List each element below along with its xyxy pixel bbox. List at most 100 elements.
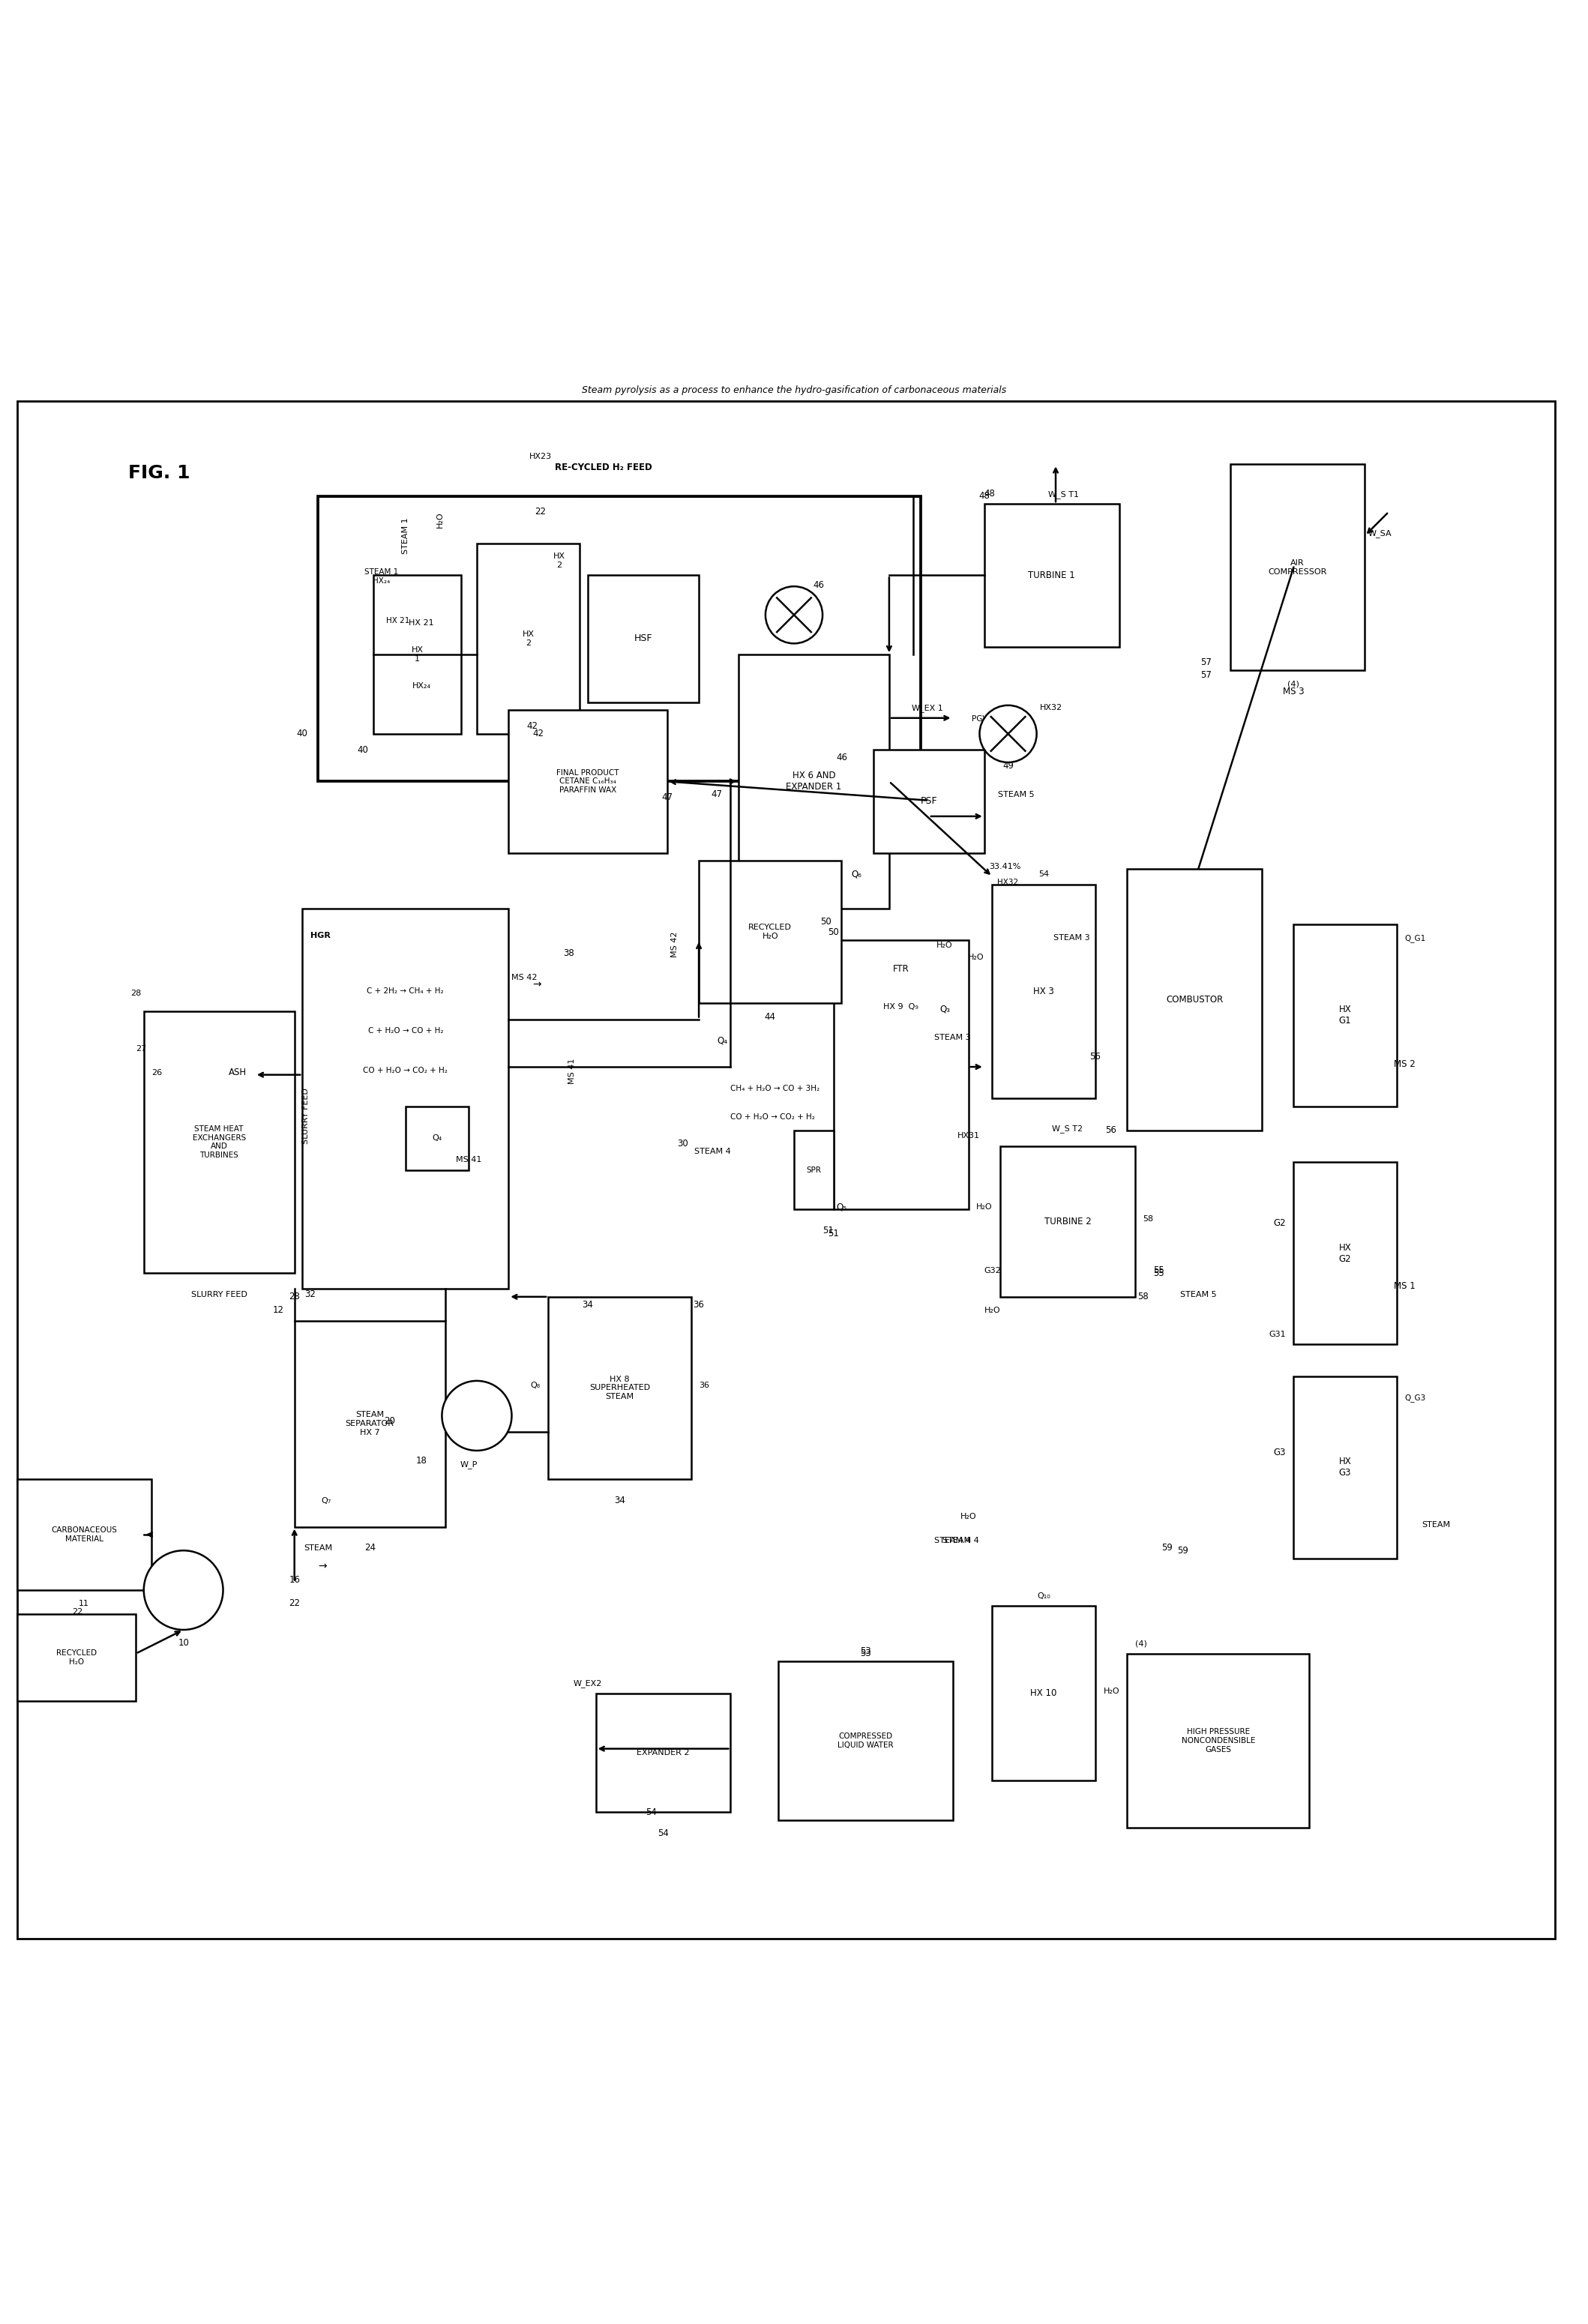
Text: Q₈: Q₈ <box>530 1383 540 1390</box>
FancyBboxPatch shape <box>17 1613 137 1701</box>
Text: W_P: W_P <box>461 1459 478 1469</box>
Text: W_EX2: W_EX2 <box>573 1680 602 1687</box>
Text: STEAM 1: STEAM 1 <box>402 518 410 553</box>
Text: 46: 46 <box>835 753 848 762</box>
FancyBboxPatch shape <box>992 1606 1096 1780</box>
Text: EXPANDER 2: EXPANDER 2 <box>637 1750 689 1757</box>
Text: 36: 36 <box>694 1299 705 1311</box>
Text: C + 2H₂ → CH₄ + H₂: C + 2H₂ → CH₄ + H₂ <box>367 988 445 995</box>
Text: MS 42: MS 42 <box>511 974 537 981</box>
Text: H₂O: H₂O <box>437 511 445 528</box>
Text: TURBINE 2: TURBINE 2 <box>1043 1215 1091 1227</box>
Text: H₂O: H₂O <box>961 1513 977 1520</box>
Text: W_SA: W_SA <box>1369 530 1391 537</box>
Text: 55: 55 <box>1153 1269 1164 1278</box>
Text: CH₄ + H₂O → CO + 3H₂: CH₄ + H₂O → CO + 3H₂ <box>730 1085 819 1092</box>
Text: 16: 16 <box>289 1576 300 1585</box>
Text: HX 10: HX 10 <box>1031 1687 1058 1699</box>
FancyBboxPatch shape <box>476 544 580 734</box>
Text: W_S T1: W_S T1 <box>1048 490 1078 497</box>
Text: 58: 58 <box>1143 1215 1153 1222</box>
Text: H₂O: H₂O <box>985 1306 1000 1313</box>
FancyBboxPatch shape <box>794 1129 834 1208</box>
Text: HX 6 AND
EXPANDER 1: HX 6 AND EXPANDER 1 <box>786 772 842 792</box>
FancyBboxPatch shape <box>405 1106 468 1169</box>
Text: 22: 22 <box>71 1608 83 1615</box>
FancyBboxPatch shape <box>985 504 1120 646</box>
Text: H₂O: H₂O <box>1104 1687 1120 1694</box>
Text: HX 21: HX 21 <box>386 616 410 625</box>
Text: CARBONACEOUS
MATERIAL: CARBONACEOUS MATERIAL <box>51 1527 118 1543</box>
Text: W_S T2: W_S T2 <box>1053 1125 1083 1132</box>
Text: 53: 53 <box>859 1645 870 1655</box>
Circle shape <box>980 704 1037 762</box>
Text: AIR
COMPRESSOR: AIR COMPRESSOR <box>1269 560 1328 576</box>
FancyBboxPatch shape <box>318 495 921 781</box>
Circle shape <box>441 1380 511 1450</box>
Text: H₂O: H₂O <box>969 953 985 962</box>
Text: STEAM
SEPARATOR
HX 7: STEAM SEPARATOR HX 7 <box>346 1411 394 1436</box>
FancyBboxPatch shape <box>834 939 969 1208</box>
Text: 11: 11 <box>78 1599 89 1608</box>
Text: STEAM 1
HX₂₄: STEAM 1 HX₂₄ <box>365 569 399 586</box>
Text: TURBINE 1: TURBINE 1 <box>1027 569 1075 581</box>
Text: PUMP: PUMP <box>467 1413 488 1420</box>
FancyBboxPatch shape <box>778 1662 953 1820</box>
Text: Q₃: Q₃ <box>940 1004 950 1013</box>
Text: G31: G31 <box>1269 1329 1286 1339</box>
Text: 22: 22 <box>289 1599 300 1608</box>
Text: →: → <box>318 1562 327 1571</box>
Text: STEAM 3: STEAM 3 <box>1053 934 1089 941</box>
Text: 12: 12 <box>273 1306 284 1315</box>
Text: 51: 51 <box>823 1225 834 1236</box>
FancyBboxPatch shape <box>873 751 985 853</box>
Text: Q₇: Q₇ <box>321 1497 332 1504</box>
Text: Steam pyrolysis as a process to enhance the hydro-gasification of carbonaceous m: Steam pyrolysis as a process to enhance … <box>581 386 1007 395</box>
FancyBboxPatch shape <box>1231 465 1366 669</box>
Text: SPR: SPR <box>807 1167 821 1174</box>
Text: 51: 51 <box>827 1229 838 1239</box>
Text: G32: G32 <box>983 1267 1000 1274</box>
Text: 42: 42 <box>532 730 543 739</box>
Text: 53: 53 <box>859 1648 870 1659</box>
Text: STEAM 4: STEAM 4 <box>942 1536 978 1543</box>
FancyBboxPatch shape <box>548 1297 691 1478</box>
Text: MS 41: MS 41 <box>456 1155 481 1164</box>
Text: HX
G1: HX G1 <box>1339 1004 1351 1025</box>
FancyBboxPatch shape <box>373 576 461 734</box>
Text: (4): (4) <box>1135 1641 1147 1648</box>
Text: G2: G2 <box>1274 1218 1286 1227</box>
Text: 57: 57 <box>1201 669 1212 681</box>
Text: HX
1: HX 1 <box>411 646 424 662</box>
Text: FINAL PRODUCT
CETANE C₁₆H₃₄
PARAFFIN WAX: FINAL PRODUCT CETANE C₁₆H₃₄ PARAFFIN WAX <box>556 769 619 795</box>
Text: 30: 30 <box>678 1139 689 1148</box>
FancyBboxPatch shape <box>1127 1655 1310 1829</box>
FancyBboxPatch shape <box>145 1011 294 1274</box>
Text: 33.41%: 33.41% <box>989 862 1021 869</box>
Text: Q_G3: Q_G3 <box>1404 1394 1426 1401</box>
Text: →: → <box>532 978 542 990</box>
Text: HX 9  Q₉: HX 9 Q₉ <box>883 1004 918 1011</box>
Text: COMBUSTOR: COMBUSTOR <box>1166 995 1223 1004</box>
Text: HX 21: HX 21 <box>408 618 434 627</box>
FancyBboxPatch shape <box>596 1694 730 1813</box>
Text: HGR: HGR <box>310 932 330 939</box>
Text: 48: 48 <box>985 488 996 497</box>
FancyBboxPatch shape <box>738 655 889 909</box>
Text: SLURRY FEED: SLURRY FEED <box>302 1088 310 1143</box>
Text: STEAM 4: STEAM 4 <box>934 1536 970 1543</box>
Text: 18: 18 <box>416 1455 427 1466</box>
Text: HX₂₄: HX₂₄ <box>411 683 430 690</box>
Text: HX
G3: HX G3 <box>1339 1457 1351 1478</box>
Text: RECYCLED
H₂O: RECYCLED H₂O <box>56 1650 97 1666</box>
Text: FIG. 1: FIG. 1 <box>129 465 191 483</box>
Text: 22: 22 <box>535 507 546 516</box>
Text: Q₅: Q₅ <box>837 1202 846 1211</box>
Text: 46: 46 <box>813 581 824 590</box>
Text: W_EX 1: W_EX 1 <box>912 704 943 711</box>
Text: Q₆: Q₆ <box>851 869 862 878</box>
Text: 40: 40 <box>357 744 368 755</box>
Text: HX
2: HX 2 <box>522 630 534 646</box>
Text: FTR: FTR <box>892 964 910 974</box>
Text: Q₁₀: Q₁₀ <box>1037 1592 1050 1599</box>
